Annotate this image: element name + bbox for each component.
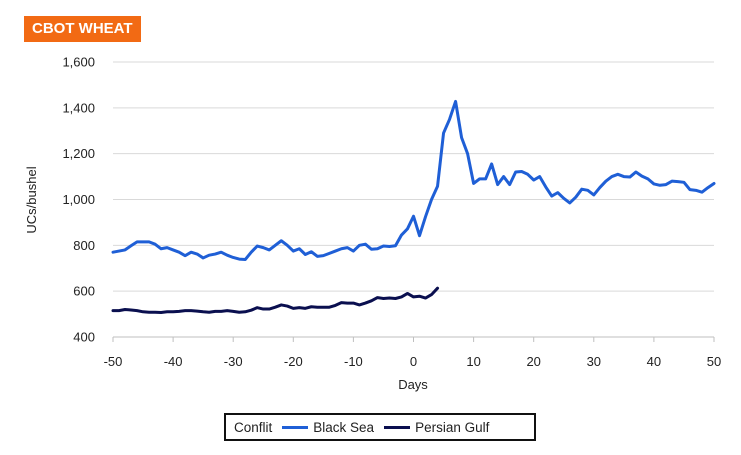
series-line-persian-gulf — [111, 286, 440, 314]
series-line-black-sea — [111, 99, 716, 262]
x-axis: -50 -40 -30 -20 -10 0 10 20 30 40 50 — [104, 336, 721, 369]
y-tick-label: 1,200 — [62, 146, 95, 161]
legend-title-label: Conflit — [234, 419, 273, 435]
x-tick-label: 10 — [466, 354, 480, 369]
x-tick-label: 50 — [707, 354, 721, 369]
y-axis-title: UCs/bushel — [24, 166, 39, 233]
x-axis-title: Days — [398, 377, 428, 392]
legend-swatch-persian-gulf — [384, 425, 411, 429]
x-tick-label: -30 — [224, 354, 243, 369]
y-tick-label: 1,400 — [62, 100, 95, 115]
legend-swatch-black-sea — [282, 425, 309, 429]
y-axis: 400 600 800 1,000 1,200 1,400 1,600 — [62, 55, 95, 345]
x-tick-label: 20 — [526, 354, 540, 369]
x-tick-label: -40 — [164, 354, 183, 369]
y-tick-label: 1,000 — [62, 192, 95, 207]
x-tick-label: -50 — [104, 354, 123, 369]
legend-label-persian-gulf: Persian Gulf — [415, 419, 490, 435]
legend-item-black-sea: Black Sea — [282, 420, 374, 435]
x-tick-label: 0 — [410, 354, 417, 369]
x-tick-label: 40 — [647, 354, 661, 369]
x-tick-label: -20 — [284, 354, 303, 369]
chart-title: CBOT WHEAT — [24, 16, 141, 42]
legend-title: Conflit — [234, 420, 272, 435]
x-tick-label: 30 — [587, 354, 601, 369]
legend: Conflit Black Sea Persian Gulf — [224, 413, 536, 441]
y-tick-label: 400 — [73, 330, 95, 345]
x-tick-label: -10 — [344, 354, 363, 369]
y-tick-label: 600 — [73, 284, 95, 299]
y-tick-label: 1,600 — [62, 55, 95, 70]
legend-label-black-sea: Black Sea — [313, 419, 375, 435]
legend-item-persian-gulf: Persian Gulf — [384, 420, 489, 435]
y-tick-label: 800 — [73, 238, 95, 253]
series-lines — [111, 99, 716, 314]
